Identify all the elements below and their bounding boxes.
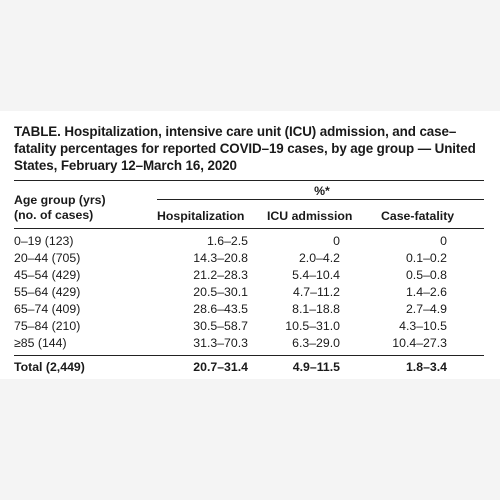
icu-admission-header: ICU admission <box>267 209 353 223</box>
icu-cell: 6.3–29.0 <box>292 336 340 350</box>
fatality-cell: 0 <box>440 234 447 248</box>
age-group-header: Age group (yrs) <box>14 193 106 207</box>
age-group-cell: 75–84 (210) <box>14 319 81 333</box>
hospitalization-cell: 28.6–43.5 <box>193 302 248 316</box>
total-label: Total (2,449) <box>14 360 85 374</box>
case-count-header: (no. of cases) <box>14 208 94 222</box>
fatality-cell: 2.7–4.9 <box>405 302 447 316</box>
fatality-cell: 0.1–0.2 <box>405 251 447 265</box>
age-group-cell: 45–54 (429) <box>14 268 81 282</box>
age-group-cell: 65–74 (409) <box>14 302 81 316</box>
table-title: TABLE. Hospitalization, intensive care u… <box>14 124 476 173</box>
total-rule <box>14 355 484 356</box>
top-rule <box>14 180 484 181</box>
hospitalization-cell: 21.2–28.3 <box>193 268 248 282</box>
age-group-cell: ≥85 (144) <box>14 336 67 350</box>
total-icu-cell: 4.9–11.5 <box>292 360 340 374</box>
icu-cell: 5.4–10.4 <box>292 268 340 282</box>
age-group-cell: 0–19 (123) <box>14 234 74 248</box>
fatality-cell: 0.5–0.8 <box>405 268 447 282</box>
hospitalization-cell: 31.3–70.3 <box>193 336 248 350</box>
hospitalization-cell: 30.5–58.7 <box>193 319 248 333</box>
hospitalization-cell: 14.3–20.8 <box>193 251 248 265</box>
icu-cell: 0 <box>333 234 340 248</box>
icu-cell: 4.7–11.2 <box>293 285 340 299</box>
header-rule <box>14 228 484 229</box>
icu-cell: 2.0–4.2 <box>298 251 340 265</box>
fatality-cell: 10.4–27.3 <box>392 336 447 350</box>
spanner-rule <box>157 199 484 200</box>
table-card: TABLE. Hospitalization, intensive care u… <box>0 111 500 379</box>
total-fatality-cell: 1.8–3.4 <box>405 360 447 374</box>
age-group-cell: 20–44 (705) <box>14 251 81 265</box>
icu-cell: 10.5–31.0 <box>285 319 340 333</box>
fatality-cell: 4.3–10.5 <box>399 319 447 333</box>
total-hospitalization-cell: 20.7–31.4 <box>193 360 248 374</box>
icu-cell: 8.1–18.8 <box>292 302 340 316</box>
hospitalization-cell: 1.6–2.5 <box>206 234 248 248</box>
fatality-cell: 1.4–2.6 <box>405 285 447 299</box>
hospitalization-header: Hospitalization <box>157 209 245 223</box>
hospitalization-cell: 20.5–30.1 <box>193 285 248 299</box>
case-fatality-header: Case-fatality <box>381 209 455 223</box>
percent-spanner-header: %* <box>314 184 330 198</box>
age-group-cell: 55–64 (429) <box>14 285 81 299</box>
